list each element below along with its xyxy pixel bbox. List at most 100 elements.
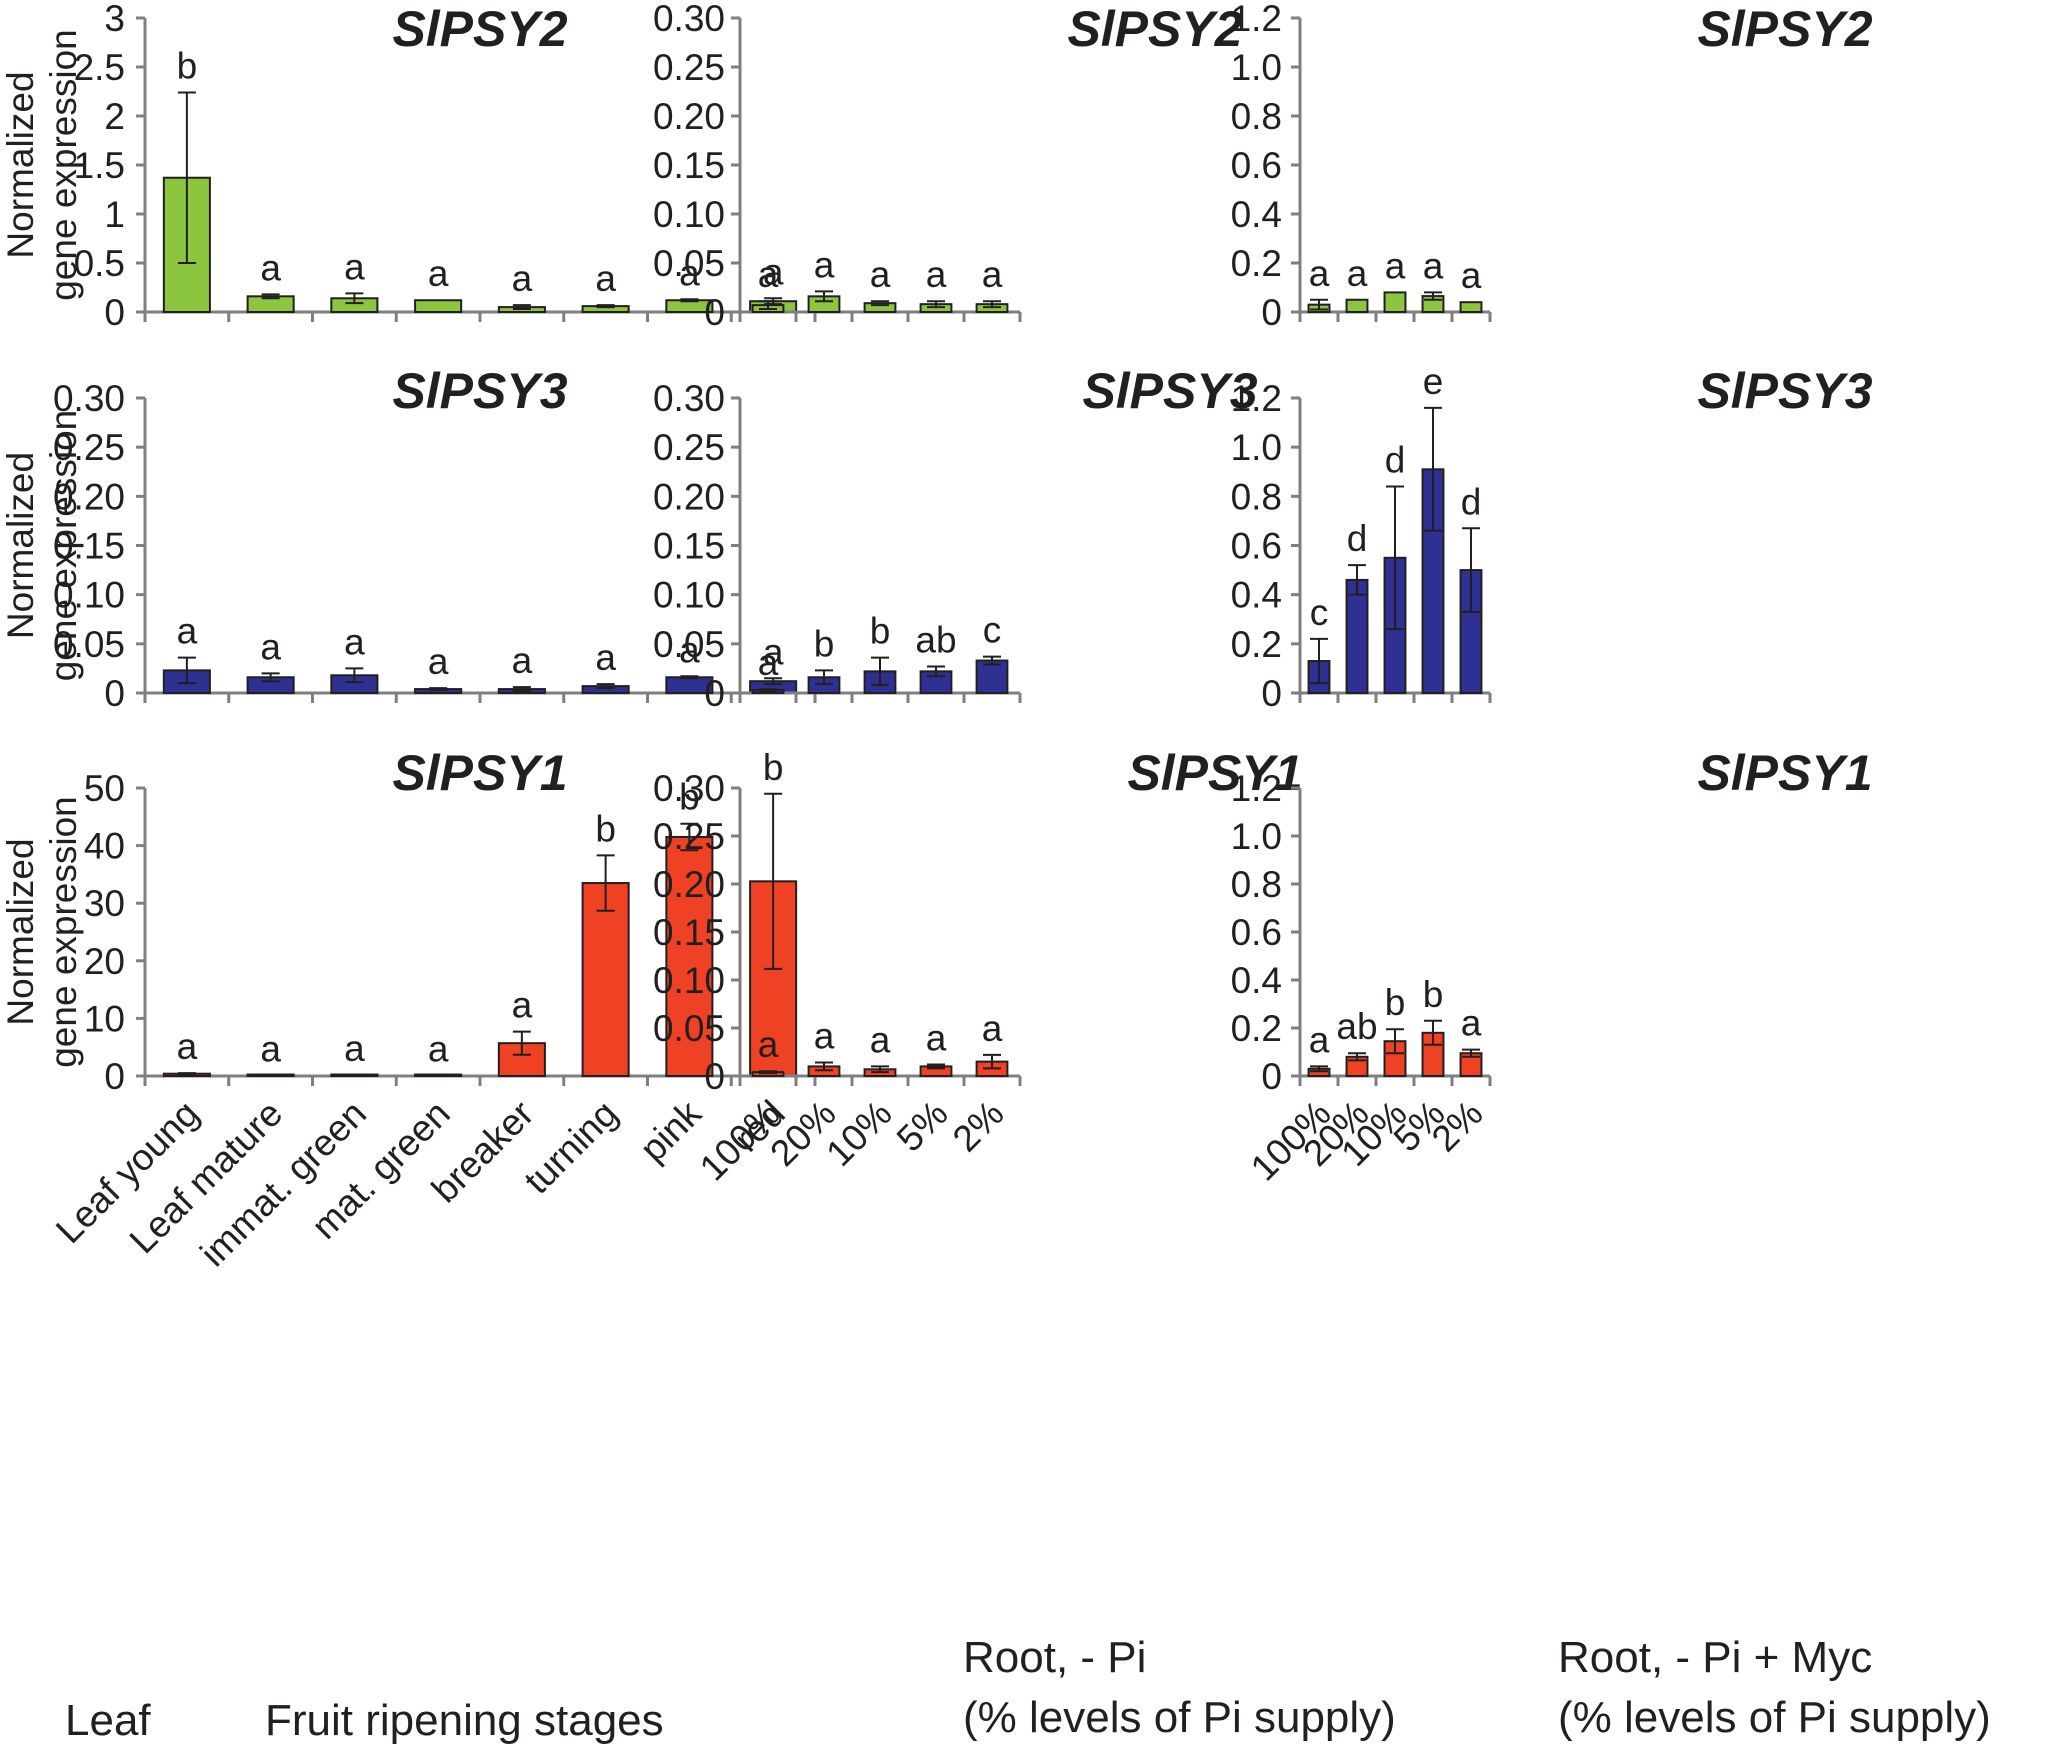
y-tick-label: 0.25 [653,816,725,857]
y-tick-label: 0.2 [1231,1008,1282,1049]
significance-label: c [983,610,1002,651]
y-tick-label: 0.15 [653,912,725,953]
y-tick-label: 0.20 [653,864,725,905]
y-tick-label: 1.0 [1231,47,1282,88]
y-tick-label: 0.4 [1231,194,1282,235]
y-tick-label: 10 [84,998,125,1039]
y-tick-label: 0.30 [53,378,125,419]
significance-label: a [428,1028,449,1069]
bar [330,1073,379,1077]
significance-label: a [1461,255,1482,296]
y-tick-label: 0.05 [653,624,725,665]
y-tick-label: 0.15 [653,526,725,567]
y-tick-label: 0.6 [1231,912,1282,953]
significance-label: a [758,254,779,295]
significance-label: a [679,629,700,670]
y-tick-label: 0.4 [1231,960,1282,1001]
significance-label: b [814,623,835,664]
significance-label: a [870,254,891,295]
significance-label: a [595,637,616,678]
y-tick-label: 40 [84,826,125,867]
y-tick-label: 0 [1261,292,1282,333]
x-category-label: 2% [945,1093,1012,1160]
chart-title: SlPSY3 [1082,363,1257,419]
y-axis-label: Normalized gene expression [0,410,84,682]
significance-label: a [679,252,700,293]
y-axis-label: Normalized gene expression [0,796,84,1068]
significance-label: a [814,244,835,285]
y-tick-label: 0 [104,292,125,333]
significance-label: d [1385,440,1406,481]
y-tick-label: 1.2 [1231,378,1282,419]
y-tick-label: 0.6 [1231,145,1282,186]
y-tick-label: 0.8 [1231,96,1282,137]
significance-label: a [1347,253,1368,294]
y-tick-label: 0.25 [53,427,125,468]
y-tick-label: 0 [704,292,725,333]
significance-label: a [926,1017,947,1058]
significance-label: ab [1336,1006,1377,1047]
y-tick-label: 50 [84,768,125,809]
significance-label: b [870,611,891,652]
significance-label: a [260,626,281,667]
y-tick-label: 0.2 [1231,624,1282,665]
y-tick-label: 0.10 [653,575,725,616]
bar [1383,291,1407,313]
significance-label: b [595,808,616,849]
significance-label: a [982,254,1003,295]
bar [665,835,714,1078]
chart-title: SlPSY1 [392,745,567,801]
significance-label: a [1423,245,1444,286]
y-tick-label: 0.10 [653,960,725,1001]
chart-title: SlPSY1 [1127,745,1302,801]
significance-label: a [595,258,616,299]
significance-label: a [177,1026,198,1067]
significance-label: a [1385,245,1406,286]
x-category-label: 2% [1424,1093,1491,1160]
y-tick-label: 0.20 [653,476,725,517]
significance-label: a [512,985,533,1026]
caption-root-pi-line2: (% levels of Pi supply) [963,1693,1396,1742]
bar [246,1073,295,1077]
y-tick-label: 0.25 [653,47,725,88]
y-tick-label: 1 [104,194,125,235]
y-tick-label: 1.2 [1231,768,1282,809]
y-tick-label: 1.5 [74,145,125,186]
y-tick-label: 0 [704,1056,725,1097]
y-axis-label-line2: gene expression [43,29,84,301]
y-axis-label-line1: Normalized [0,452,41,639]
bar [1345,298,1369,313]
significance-label: a [260,247,281,288]
y-tick-label: 3 [104,0,125,39]
chart-title: SlPSY2 [1697,1,1872,57]
y-tick-label: 0.05 [53,624,125,665]
y-tick-label: 1.0 [1231,427,1282,468]
y-tick-label: 2.5 [74,47,125,88]
y-tick-label: 0.05 [653,1008,725,1049]
significance-label: a [177,611,198,652]
significance-label: a [428,641,449,682]
significance-label: a [758,642,779,683]
y-tick-label: 0 [104,673,125,714]
bar [1345,578,1369,695]
significance-label: a [870,1019,891,1060]
significance-label: b [1385,982,1406,1023]
y-tick-label: 0.8 [1231,864,1282,905]
y-axis-label-line1: Normalized [0,838,41,1025]
y-tick-label: 1.2 [1231,0,1282,39]
y-tick-label: 0.2 [1231,243,1282,284]
significance-label: a [512,640,533,681]
y-tick-label: 0.10 [653,194,725,235]
significance-label: a [814,1016,835,1057]
y-tick-label: 0.30 [653,768,725,809]
y-tick-label: 0 [1261,1056,1282,1097]
significance-label: a [763,631,784,672]
y-tick-label: 0.15 [53,526,125,567]
y-tick-label: 0.20 [53,476,125,517]
chart-title: SlPSY1 [1697,745,1872,801]
y-tick-label: 0.30 [653,378,725,419]
